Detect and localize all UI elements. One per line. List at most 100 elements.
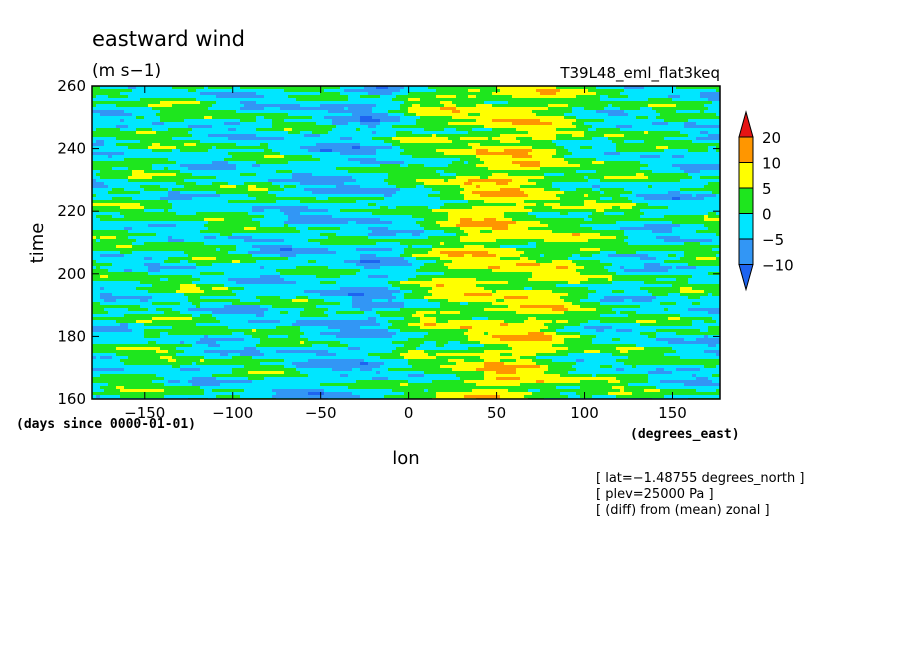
heatmap-cell (512, 98, 516, 101)
heatmap-cell (264, 98, 268, 101)
heatmap-cell (524, 158, 528, 161)
heatmap-cell (384, 95, 388, 98)
heatmap-cell (312, 95, 316, 98)
heatmap-cell (264, 95, 268, 98)
heatmap-cell (248, 152, 252, 155)
heatmap-cell (348, 143, 352, 146)
heatmap-cell (480, 137, 484, 140)
heatmap-cell (616, 95, 620, 98)
heatmap-cell (660, 125, 664, 128)
heatmap-cell (704, 89, 708, 92)
heatmap-cell (148, 167, 152, 170)
heatmap-cell (312, 116, 316, 119)
heatmap-cell (452, 92, 456, 95)
heatmap-cell (364, 125, 368, 128)
heatmap-cell (492, 134, 496, 137)
heatmap-cell (132, 152, 136, 155)
heatmap-cell (412, 89, 416, 92)
heatmap-cell (668, 89, 672, 92)
heatmap-cell (116, 104, 120, 107)
heatmap-cell (96, 137, 100, 140)
heatmap-cell (380, 179, 384, 182)
heatmap-cell (628, 155, 632, 158)
heatmap-cell (464, 179, 468, 182)
heatmap-cell (496, 86, 500, 89)
heatmap-cell (696, 86, 700, 89)
heatmap-cell (96, 92, 100, 95)
heatmap-cell (484, 95, 488, 98)
heatmap-cell (568, 101, 572, 104)
heatmap-cell (528, 92, 532, 95)
heatmap-cell (160, 89, 164, 92)
heatmap-cell (308, 149, 312, 152)
heatmap-cell (400, 179, 404, 182)
heatmap-cell (380, 92, 384, 95)
heatmap-cell (644, 134, 648, 137)
heatmap-cell (512, 86, 516, 89)
heatmap-cell (212, 173, 216, 176)
heatmap-cell (480, 134, 484, 137)
heatmap-cell (572, 98, 576, 101)
heatmap-cell (684, 131, 688, 134)
heatmap-cell (400, 116, 404, 119)
heatmap-cell (640, 164, 644, 167)
heatmap-cell (336, 110, 340, 113)
heatmap-cell (712, 98, 716, 101)
heatmap-cell (600, 110, 604, 113)
heatmap-cell (688, 146, 692, 149)
heatmap-cell (436, 95, 440, 98)
heatmap-cell (188, 92, 192, 95)
heatmap-cell (468, 128, 472, 131)
heatmap-cell (596, 98, 600, 101)
heatmap-cell (396, 113, 400, 116)
heatmap-cell (332, 98, 336, 101)
heatmap-cell (588, 179, 592, 182)
heatmap-cell (688, 137, 692, 140)
heatmap-cell (224, 110, 228, 113)
heatmap-cell (352, 107, 356, 110)
heatmap-cell (404, 173, 408, 176)
heatmap-cell (632, 98, 636, 101)
heatmap-cell (504, 104, 508, 107)
heatmap-cell (448, 101, 452, 104)
heatmap-cell (288, 98, 292, 101)
heatmap-cell (120, 128, 124, 131)
heatmap-cell (316, 173, 320, 176)
heatmap-cell (660, 167, 664, 170)
heatmap-cell (548, 116, 552, 119)
heatmap-cell (564, 98, 568, 101)
heatmap-cell (384, 146, 388, 149)
heatmap-cell (116, 170, 120, 173)
heatmap-cell (604, 92, 608, 95)
heatmap-cell (152, 164, 156, 167)
heatmap-cell (320, 131, 324, 134)
heatmap-cell (512, 116, 516, 119)
heatmap-cell (468, 116, 472, 119)
heatmap-cell (112, 119, 116, 122)
heatmap-cell (616, 98, 620, 101)
heatmap-cell (396, 173, 400, 176)
heatmap-cell (348, 131, 352, 134)
heatmap-cell (452, 122, 456, 125)
heatmap-cell (448, 137, 452, 140)
heatmap-cell (376, 122, 380, 125)
heatmap-cell (704, 95, 708, 98)
heatmap-cell (148, 131, 152, 134)
heatmap-cell (388, 149, 392, 152)
heatmap-cell (412, 86, 416, 89)
heatmap-cell (280, 152, 284, 155)
heatmap-cell (168, 179, 172, 182)
heatmap-cell (436, 155, 440, 158)
heatmap-cell (540, 158, 544, 161)
heatmap-cell (160, 119, 164, 122)
heatmap-cell (336, 161, 340, 164)
heatmap-cell (312, 170, 316, 173)
heatmap-cell (124, 101, 128, 104)
heatmap-cell (100, 143, 104, 146)
heatmap-cell (148, 98, 152, 101)
heatmap-cell (592, 104, 596, 107)
heatmap-cell (92, 128, 96, 131)
heatmap-cell (504, 107, 508, 110)
heatmap-cell (180, 128, 184, 131)
heatmap-cell (300, 164, 304, 167)
